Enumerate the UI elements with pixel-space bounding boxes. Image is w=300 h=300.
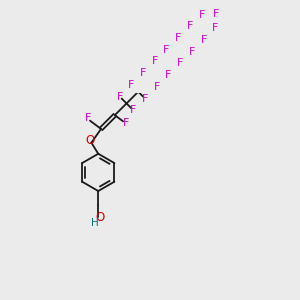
Text: F: F (199, 10, 205, 20)
Text: F: F (130, 105, 136, 115)
Text: F: F (189, 47, 195, 57)
Text: F: F (213, 9, 219, 19)
Text: O: O (95, 212, 104, 224)
Text: F: F (187, 21, 193, 32)
Text: F: F (177, 58, 183, 68)
Text: F: F (165, 70, 172, 80)
Text: F: F (175, 33, 181, 43)
Text: F: F (85, 113, 91, 123)
Text: F: F (116, 92, 123, 102)
Text: F: F (142, 94, 148, 103)
Text: F: F (154, 82, 160, 92)
Text: F: F (200, 35, 207, 45)
Text: F: F (163, 45, 170, 55)
Text: F: F (140, 68, 146, 78)
Text: O: O (85, 134, 94, 147)
Text: F: F (123, 118, 130, 128)
Text: F: F (152, 56, 158, 67)
Text: H: H (91, 218, 99, 228)
Text: F: F (128, 80, 135, 90)
Text: F: F (212, 23, 218, 33)
